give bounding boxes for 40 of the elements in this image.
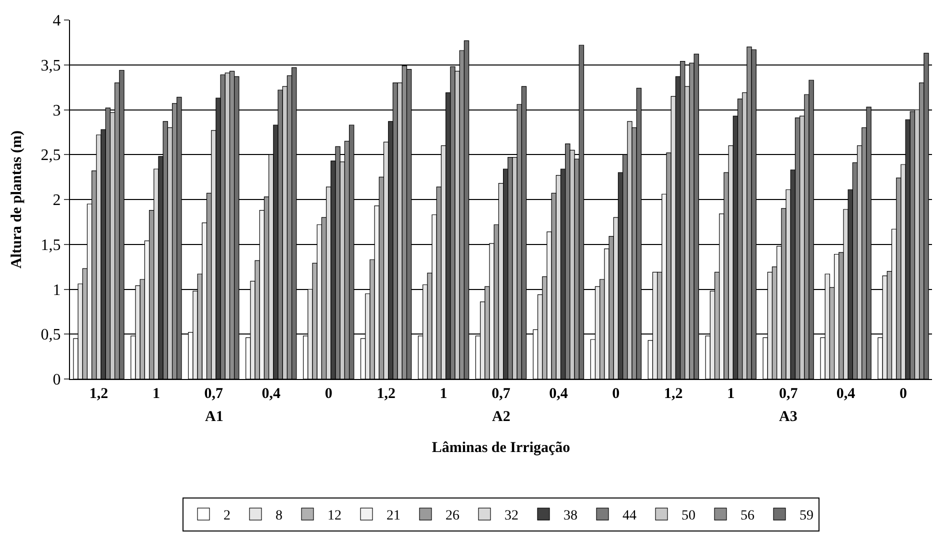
legend-label: 44 [622, 508, 636, 524]
x-tick-label: 0,7 [492, 386, 511, 402]
y-tick-label: 3 [52, 102, 61, 120]
y-tick-label: 4 [52, 12, 61, 30]
y-tick-label: 2,5 [40, 147, 61, 164]
text: A2 [492, 409, 510, 425]
legend-label: 21 [386, 508, 400, 524]
legend-label: 2 [224, 508, 230, 524]
legend-label: 38 [564, 508, 578, 524]
legend-label: 59 [800, 508, 814, 524]
y-tick-label: 1 [52, 282, 61, 299]
x-tick-label: 1 [727, 386, 735, 402]
text: A1 [205, 409, 224, 425]
y-tick-label: 1,5 [40, 236, 61, 254]
legend-label: 56 [740, 508, 754, 524]
legend-label: 26 [446, 508, 460, 524]
x-tick-label: 0 [900, 386, 908, 402]
x-tick-label: 0,4 [262, 386, 282, 402]
x-tick-label: 0,4 [836, 386, 856, 402]
x-tick-label: 0 [612, 386, 620, 402]
y-tick-label: 0,5 [40, 326, 61, 344]
text: A3 [779, 409, 798, 425]
y-tick-label: 3,5 [40, 57, 61, 74]
x-tick-label: 1 [152, 386, 160, 402]
x-tick-label: 0,7 [204, 386, 224, 402]
x-axis-title: Lâminas de Irrigação [432, 440, 570, 456]
y-tick-label: 2 [52, 192, 61, 210]
x-tick-label: 1,2 [89, 386, 108, 402]
legend-label: 8 [276, 508, 282, 524]
x-tick-label: 1,2 [376, 386, 396, 402]
legend-label: 50 [682, 508, 696, 524]
x-tick-label: 1 [440, 386, 448, 402]
legend-label: 32 [504, 508, 518, 524]
y-axis-title: Altura de plantas (m) [9, 130, 26, 268]
y-tick-label: 0 [52, 372, 61, 389]
x-tick-label: 1,2 [664, 386, 683, 402]
x-tick-label: 0,7 [778, 386, 798, 402]
x-tick-label: 0,4 [549, 386, 568, 402]
legend-label: 12 [328, 508, 342, 524]
x-tick-label: 0 [324, 386, 332, 402]
